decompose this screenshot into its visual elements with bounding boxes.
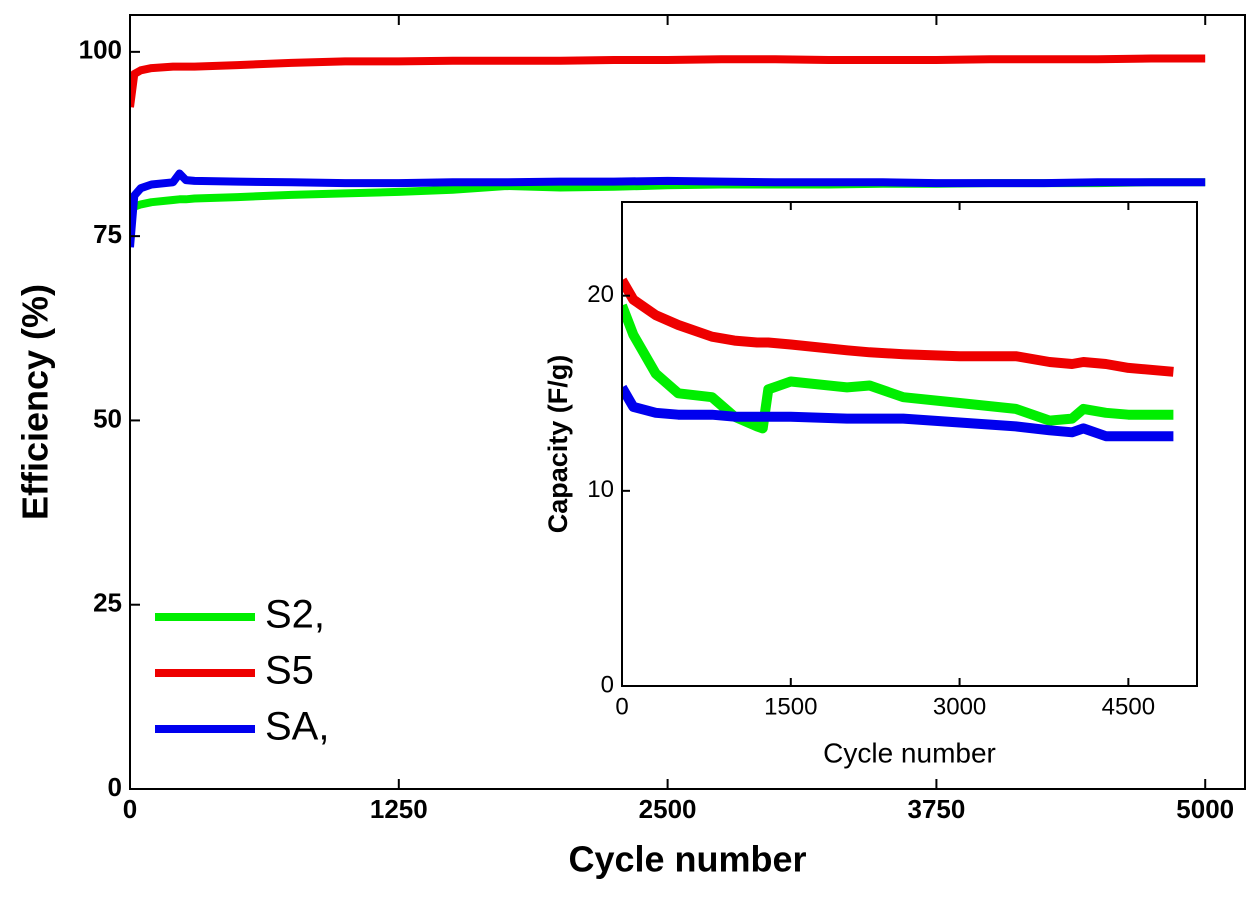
y-tick-label: 10 xyxy=(587,476,614,503)
legend-label: SA, xyxy=(265,705,329,749)
series-line xyxy=(130,169,1206,248)
x-tick-label: 5000 xyxy=(1176,794,1234,824)
x-axis-label: Cycle number xyxy=(823,737,996,768)
inset-background xyxy=(622,202,1197,686)
series-line xyxy=(622,384,1174,442)
plot-frame xyxy=(129,14,1246,790)
y-tick-label: 0 xyxy=(601,671,614,698)
x-tick-label: 3750 xyxy=(907,794,965,824)
series-line xyxy=(622,303,1174,434)
series-line xyxy=(130,54,1206,108)
y-tick-label: 25 xyxy=(93,588,122,618)
x-tick-label: 1500 xyxy=(764,693,817,720)
legend-label: S2, xyxy=(265,593,325,637)
legend-label: S5 xyxy=(265,649,314,693)
y-axis-label: Capacity (F/g) xyxy=(543,355,573,534)
x-tick-label: 2500 xyxy=(639,794,697,824)
y-tick-label: 75 xyxy=(93,219,122,249)
y-axis-label: Efficiency (%) xyxy=(15,284,56,520)
x-tick-label: 0 xyxy=(615,693,628,720)
x-tick-label: 4500 xyxy=(1102,693,1155,720)
y-tick-label: 50 xyxy=(93,403,122,433)
y-tick-label: 100 xyxy=(79,35,122,65)
series-line xyxy=(622,277,1174,377)
plot-frame xyxy=(621,201,1198,687)
y-tick-label: 20 xyxy=(587,281,614,308)
x-axis-label: Cycle number xyxy=(568,839,806,880)
x-tick-label: 1250 xyxy=(370,794,428,824)
x-tick-label: 0 xyxy=(123,794,137,824)
x-tick-label: 3000 xyxy=(933,693,986,720)
y-tick-label: 0 xyxy=(108,772,122,802)
